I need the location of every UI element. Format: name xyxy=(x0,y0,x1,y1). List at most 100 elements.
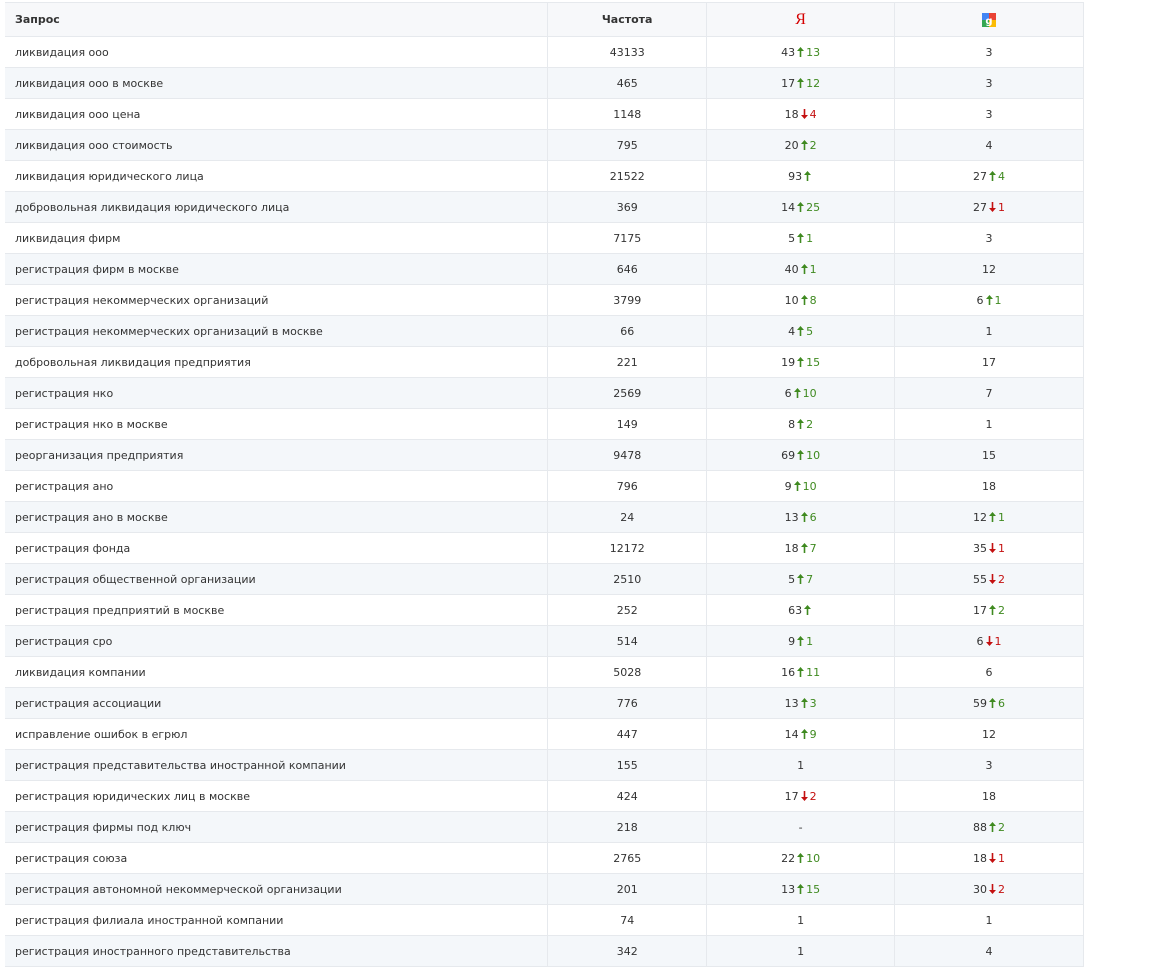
freq-cell: 7175 xyxy=(547,222,708,254)
query-cell: добровольная ликвидация юридического лиц… xyxy=(5,191,549,223)
google-cell: 27 1 xyxy=(894,191,1084,223)
trend-up-arrow xyxy=(800,139,808,150)
trend-delta: 9 xyxy=(809,727,817,741)
position: 1 xyxy=(797,758,805,772)
trend: 1 xyxy=(799,263,817,276)
trend: 7 xyxy=(799,542,817,555)
trend: 2 xyxy=(799,790,817,803)
google-cell: 3 xyxy=(894,749,1084,781)
position: 6 xyxy=(985,665,993,679)
freq-header[interactable]: Частота xyxy=(547,2,708,37)
trend-up-arrow xyxy=(989,697,997,708)
position: 43 xyxy=(781,45,796,59)
position: 1 xyxy=(797,913,805,927)
google-cell: 18 1 xyxy=(894,842,1084,874)
position: 63 xyxy=(788,603,803,617)
google-header[interactable]: g xyxy=(894,2,1084,37)
trend-up-arrow xyxy=(797,666,805,677)
trend-delta: 4 xyxy=(809,107,817,121)
google-cell: 55 2 xyxy=(894,563,1084,595)
trend-up-arrow xyxy=(797,325,805,336)
position: 18 xyxy=(973,851,988,865)
trend-down-arrow xyxy=(989,852,997,863)
trend-delta: 1 xyxy=(998,510,1006,524)
trend-up-arrow xyxy=(797,573,805,584)
trend-up-arrow xyxy=(800,511,808,522)
freq-cell: 21522 xyxy=(547,160,708,192)
trend: 12 xyxy=(795,77,820,90)
query-cell: регистрация фирм в москве xyxy=(5,253,549,285)
freq-cell: 221 xyxy=(547,346,708,378)
trend-up-arrow xyxy=(797,356,805,367)
table-row: регистрация союза 2765 22 10 18 1 xyxy=(5,842,1084,874)
trend-up-arrow xyxy=(800,294,808,305)
position: 18 xyxy=(982,479,997,493)
google-cell: 17 xyxy=(894,346,1084,378)
position: 27 xyxy=(973,200,988,214)
position: 12 xyxy=(982,727,997,741)
table-row: регистрация предприятий в москве 252 63 17 2 xyxy=(5,594,1084,626)
yandex-cell: 40 1 xyxy=(706,253,896,285)
query-cell: ликвидация ооо цена xyxy=(5,98,549,130)
freq-cell: 2569 xyxy=(547,377,708,409)
table-row: регистрация нко в москве 149 8 2 1 xyxy=(5,408,1084,440)
position: - xyxy=(798,820,803,834)
position: 18 xyxy=(784,541,799,555)
trend-up-arrow xyxy=(793,387,801,398)
freq-cell: 2765 xyxy=(547,842,708,874)
table-body: ликвидация ооо 43133 43 13 3 ликвидация ооо в… xyxy=(5,36,1084,967)
position: 3 xyxy=(985,107,993,121)
freq-cell: 24 xyxy=(547,501,708,533)
query-cell: регистрация предприятий в москве xyxy=(5,594,549,626)
trend-up-arrow xyxy=(793,480,801,491)
query-cell: регистрация некоммерческих организаций xyxy=(5,284,549,316)
position: 13 xyxy=(781,882,796,896)
trend-delta: 25 xyxy=(806,200,821,214)
table-row: регистрация фирмы под ключ 218 - 88 2 xyxy=(5,811,1084,843)
google-cell: 3 xyxy=(894,36,1084,68)
trend-delta: 5 xyxy=(806,324,814,338)
query-cell: регистрация иностранного представительст… xyxy=(5,935,549,967)
trend-delta: 8 xyxy=(809,293,817,307)
google-cell: 15 xyxy=(894,439,1084,471)
position: 20 xyxy=(784,138,799,152)
yandex-cell: 19 15 xyxy=(706,346,896,378)
table-row: регистрация ано 796 9 10 18 xyxy=(5,470,1084,502)
trend: 7 xyxy=(795,573,813,586)
position: 6 xyxy=(784,386,792,400)
trend-up-arrow xyxy=(985,294,993,305)
trend-up-arrow xyxy=(797,418,805,429)
freq-cell: 646 xyxy=(547,253,708,285)
position: 4 xyxy=(788,324,796,338)
query-header[interactable]: Запрос xyxy=(5,2,549,37)
position: 7 xyxy=(985,386,993,400)
position: 17 xyxy=(781,76,796,90)
freq-cell: 155 xyxy=(547,749,708,781)
trend-delta: 11 xyxy=(806,665,821,679)
position: 6 xyxy=(976,293,984,307)
query-cell: регистрация ано xyxy=(5,470,549,502)
yandex-cell: 13 3 xyxy=(706,687,896,719)
rankings-table: Запрос Частота Я g ликвидация ооо 43133 43… xyxy=(5,2,1084,967)
position: 5 xyxy=(788,572,796,586)
trend-delta: 2 xyxy=(998,572,1006,586)
yandex-header[interactable]: Я xyxy=(706,2,896,37)
trend: 1 xyxy=(987,511,1005,524)
freq-cell: 369 xyxy=(547,191,708,223)
trend-down-arrow xyxy=(985,635,993,646)
position: 12 xyxy=(973,510,988,524)
freq-cell: 252 xyxy=(547,594,708,626)
trend: 15 xyxy=(795,883,820,896)
trend-up-arrow xyxy=(797,635,805,646)
trend-delta: 2 xyxy=(809,789,817,803)
table-row: ликвидация ооо цена 1148 18 4 3 xyxy=(5,98,1084,130)
yandex-cell: 18 4 xyxy=(706,98,896,130)
trend: 25 xyxy=(795,201,820,214)
position: 93 xyxy=(788,169,803,183)
yandex-cell: 1 xyxy=(706,904,896,936)
google-cell: 12 1 xyxy=(894,501,1084,533)
query-cell: добровольная ликвидация предприятия xyxy=(5,346,549,378)
